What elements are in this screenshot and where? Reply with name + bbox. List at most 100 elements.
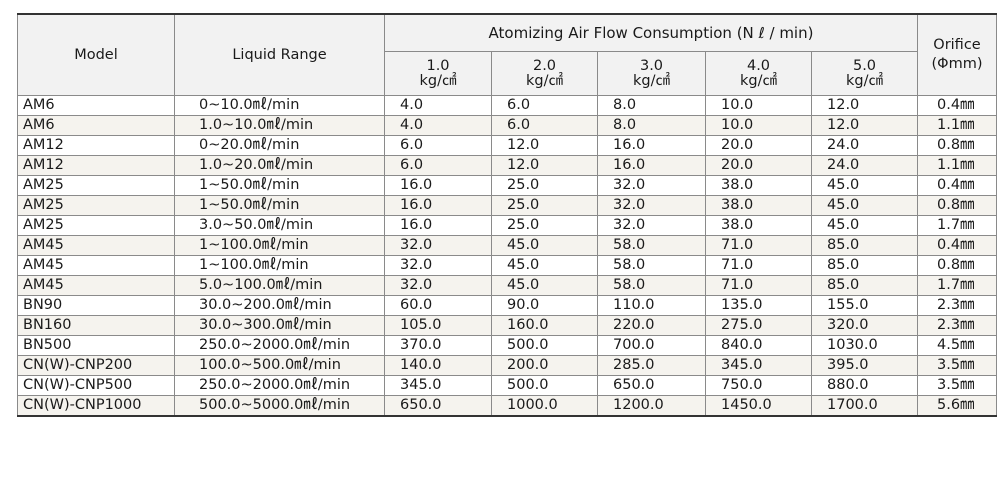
table-header: Model Liquid Range Atomizing Air Flow Co… <box>17 13 997 96</box>
cell-flow-5: 320.0 <box>811 315 918 336</box>
cell-flow-2: 6.0 <box>491 95 598 116</box>
cell-flow-3: 1200.0 <box>597 395 706 417</box>
table-row: AM6 0~10.0㎖/min 4.0 6.0 8.0 10.0 12.0 0.4㎜ <box>17 95 997 116</box>
cell-liquid-range: 1.0~10.0㎖/min <box>174 115 385 136</box>
cell-flow-5: 85.0 <box>811 275 918 296</box>
cell-model: AM6 <box>17 95 175 116</box>
cell-flow-2: 45.0 <box>491 255 598 276</box>
cell-flow-1: 60.0 <box>384 295 492 316</box>
cell-liquid-range: 250.0~2000.0㎖/min <box>174 335 385 356</box>
cell-flow-4: 71.0 <box>705 235 812 256</box>
cell-liquid-range: 1~100.0㎖/min <box>174 235 385 256</box>
table-body: AM6 0~10.0㎖/min 4.0 6.0 8.0 10.0 12.0 0.4㎜ AM6 1.… <box>17 95 997 417</box>
orifice-label: Orifice <box>933 37 981 53</box>
table-row: AM45 5.0~100.0㎖/min 32.0 45.0 58.0 71.0 85.0 1.… <box>17 275 997 296</box>
cell-flow-3: 285.0 <box>597 355 706 376</box>
cell-flow-2: 12.0 <box>491 135 598 156</box>
cell-orifice: 1.1㎜ <box>917 115 997 136</box>
cell-flow-1: 105.0 <box>384 315 492 336</box>
cell-flow-3: 650.0 <box>597 375 706 396</box>
cell-flow-5: 24.0 <box>811 135 918 156</box>
pressure-value: 4.0 <box>746 57 771 74</box>
cell-flow-1: 345.0 <box>384 375 492 396</box>
cell-flow-5: 880.0 <box>811 375 918 396</box>
pressure-value: 5.0 <box>852 57 877 74</box>
cell-flow-4: 71.0 <box>705 255 812 276</box>
cell-model: AM25 <box>17 175 175 196</box>
cell-flow-4: 10.0 <box>705 115 812 136</box>
cell-flow-3: 8.0 <box>597 115 706 136</box>
table-row: BN500 250.0~2000.0㎖/min 370.0 500.0 700.0 840… <box>17 335 997 356</box>
cell-flow-1: 6.0 <box>384 155 492 176</box>
pressure-unit: kg/㎠ <box>526 72 563 89</box>
cell-orifice: 4.5㎜ <box>917 335 997 356</box>
cell-model: AM25 <box>17 195 175 216</box>
table-row: AM45 1~100.0㎖/min 32.0 45.0 58.0 71.0 85.0 0.8㎜ <box>17 255 997 276</box>
cell-model: BN500 <box>17 335 175 356</box>
cell-liquid-range: 5.0~100.0㎖/min <box>174 275 385 296</box>
cell-flow-4: 20.0 <box>705 135 812 156</box>
cell-flow-4: 10.0 <box>705 95 812 116</box>
cell-model: CN(W)-CNP200 <box>17 355 175 376</box>
cell-flow-4: 275.0 <box>705 315 812 336</box>
table-row: CN(W)-CNP1000 500.0~5000.0㎖/min 650.0 1000.… <box>17 395 997 417</box>
table-row: AM25 3.0~50.0㎖/min 16.0 25.0 32.0 38.0 45.0 1.7… <box>17 215 997 236</box>
cell-flow-3: 16.0 <box>597 155 706 176</box>
cell-flow-1: 650.0 <box>384 395 492 417</box>
table-row: AM6 1.0~10.0㎖/min 4.0 6.0 8.0 10.0 12.0 1.1㎜ <box>17 115 997 136</box>
cell-flow-5: 12.0 <box>811 115 918 136</box>
cell-orifice: 3.5㎜ <box>917 355 997 376</box>
cell-orifice: 2.3㎜ <box>917 315 997 336</box>
table-row: BN90 30.0~200.0㎖/min 60.0 90.0 110.0 135.0 155… <box>17 295 997 316</box>
cell-flow-3: 58.0 <box>597 275 706 296</box>
pressure-value: 2.0 <box>532 57 557 74</box>
cell-flow-2: 25.0 <box>491 175 598 196</box>
cell-orifice: 5.6㎜ <box>917 395 997 417</box>
cell-model: AM45 <box>17 235 175 256</box>
cell-flow-3: 8.0 <box>597 95 706 116</box>
orifice-unit: (Φmm) <box>931 56 983 72</box>
cell-orifice: 0.8㎜ <box>917 135 997 156</box>
cell-flow-1: 4.0 <box>384 115 492 136</box>
table-row: AM12 1.0~20.0㎖/min 6.0 12.0 16.0 20.0 24.0 1.1㎜ <box>17 155 997 176</box>
pressure-value: 1.0 <box>426 57 450 74</box>
cell-liquid-range: 30.0~300.0㎖/min <box>174 315 385 336</box>
header-pressure-3: 3.0 kg/㎠ <box>597 51 706 96</box>
cell-flow-4: 20.0 <box>705 155 812 176</box>
cell-flow-1: 32.0 <box>384 255 492 276</box>
cell-orifice: 1.7㎜ <box>917 275 997 296</box>
cell-orifice: 0.8㎜ <box>917 195 997 216</box>
cell-flow-4: 38.0 <box>705 215 812 236</box>
cell-flow-2: 500.0 <box>491 375 598 396</box>
cell-flow-5: 45.0 <box>811 215 918 236</box>
cell-flow-3: 58.0 <box>597 235 706 256</box>
cell-flow-3: 32.0 <box>597 195 706 216</box>
cell-flow-4: 38.0 <box>705 175 812 196</box>
cell-flow-1: 16.0 <box>384 215 492 236</box>
pressure-unit: kg/㎠ <box>419 72 457 89</box>
cell-flow-4: 345.0 <box>705 355 812 376</box>
cell-flow-3: 32.0 <box>597 215 706 236</box>
cell-flow-2: 25.0 <box>491 215 598 236</box>
cell-flow-5: 45.0 <box>811 175 918 196</box>
cell-flow-1: 140.0 <box>384 355 492 376</box>
header-orifice: Orifice (Φmm) <box>917 13 997 96</box>
table-row: AM25 1~50.0㎖/min 16.0 25.0 32.0 38.0 45.0 0.8㎜ <box>17 195 997 216</box>
cell-flow-2: 160.0 <box>491 315 598 336</box>
cell-flow-5: 1700.0 <box>811 395 918 417</box>
cell-flow-1: 370.0 <box>384 335 492 356</box>
cell-flow-5: 155.0 <box>811 295 918 316</box>
cell-orifice: 1.7㎜ <box>917 215 997 236</box>
cell-flow-3: 110.0 <box>597 295 706 316</box>
cell-liquid-range: 1~50.0㎖/min <box>174 175 385 196</box>
spec-table: Model Liquid Range Atomizing Air Flow Co… <box>17 13 997 417</box>
cell-flow-2: 90.0 <box>491 295 598 316</box>
cell-flow-5: 85.0 <box>811 235 918 256</box>
cell-flow-2: 12.0 <box>491 155 598 176</box>
cell-flow-4: 840.0 <box>705 335 812 356</box>
cell-flow-5: 1030.0 <box>811 335 918 356</box>
header-air-flow: Atomizing Air Flow Consumption (N ℓ / mi… <box>384 13 918 52</box>
cell-flow-2: 25.0 <box>491 195 598 216</box>
cell-flow-4: 1450.0 <box>705 395 812 417</box>
header-liquid-range: Liquid Range <box>174 13 385 96</box>
